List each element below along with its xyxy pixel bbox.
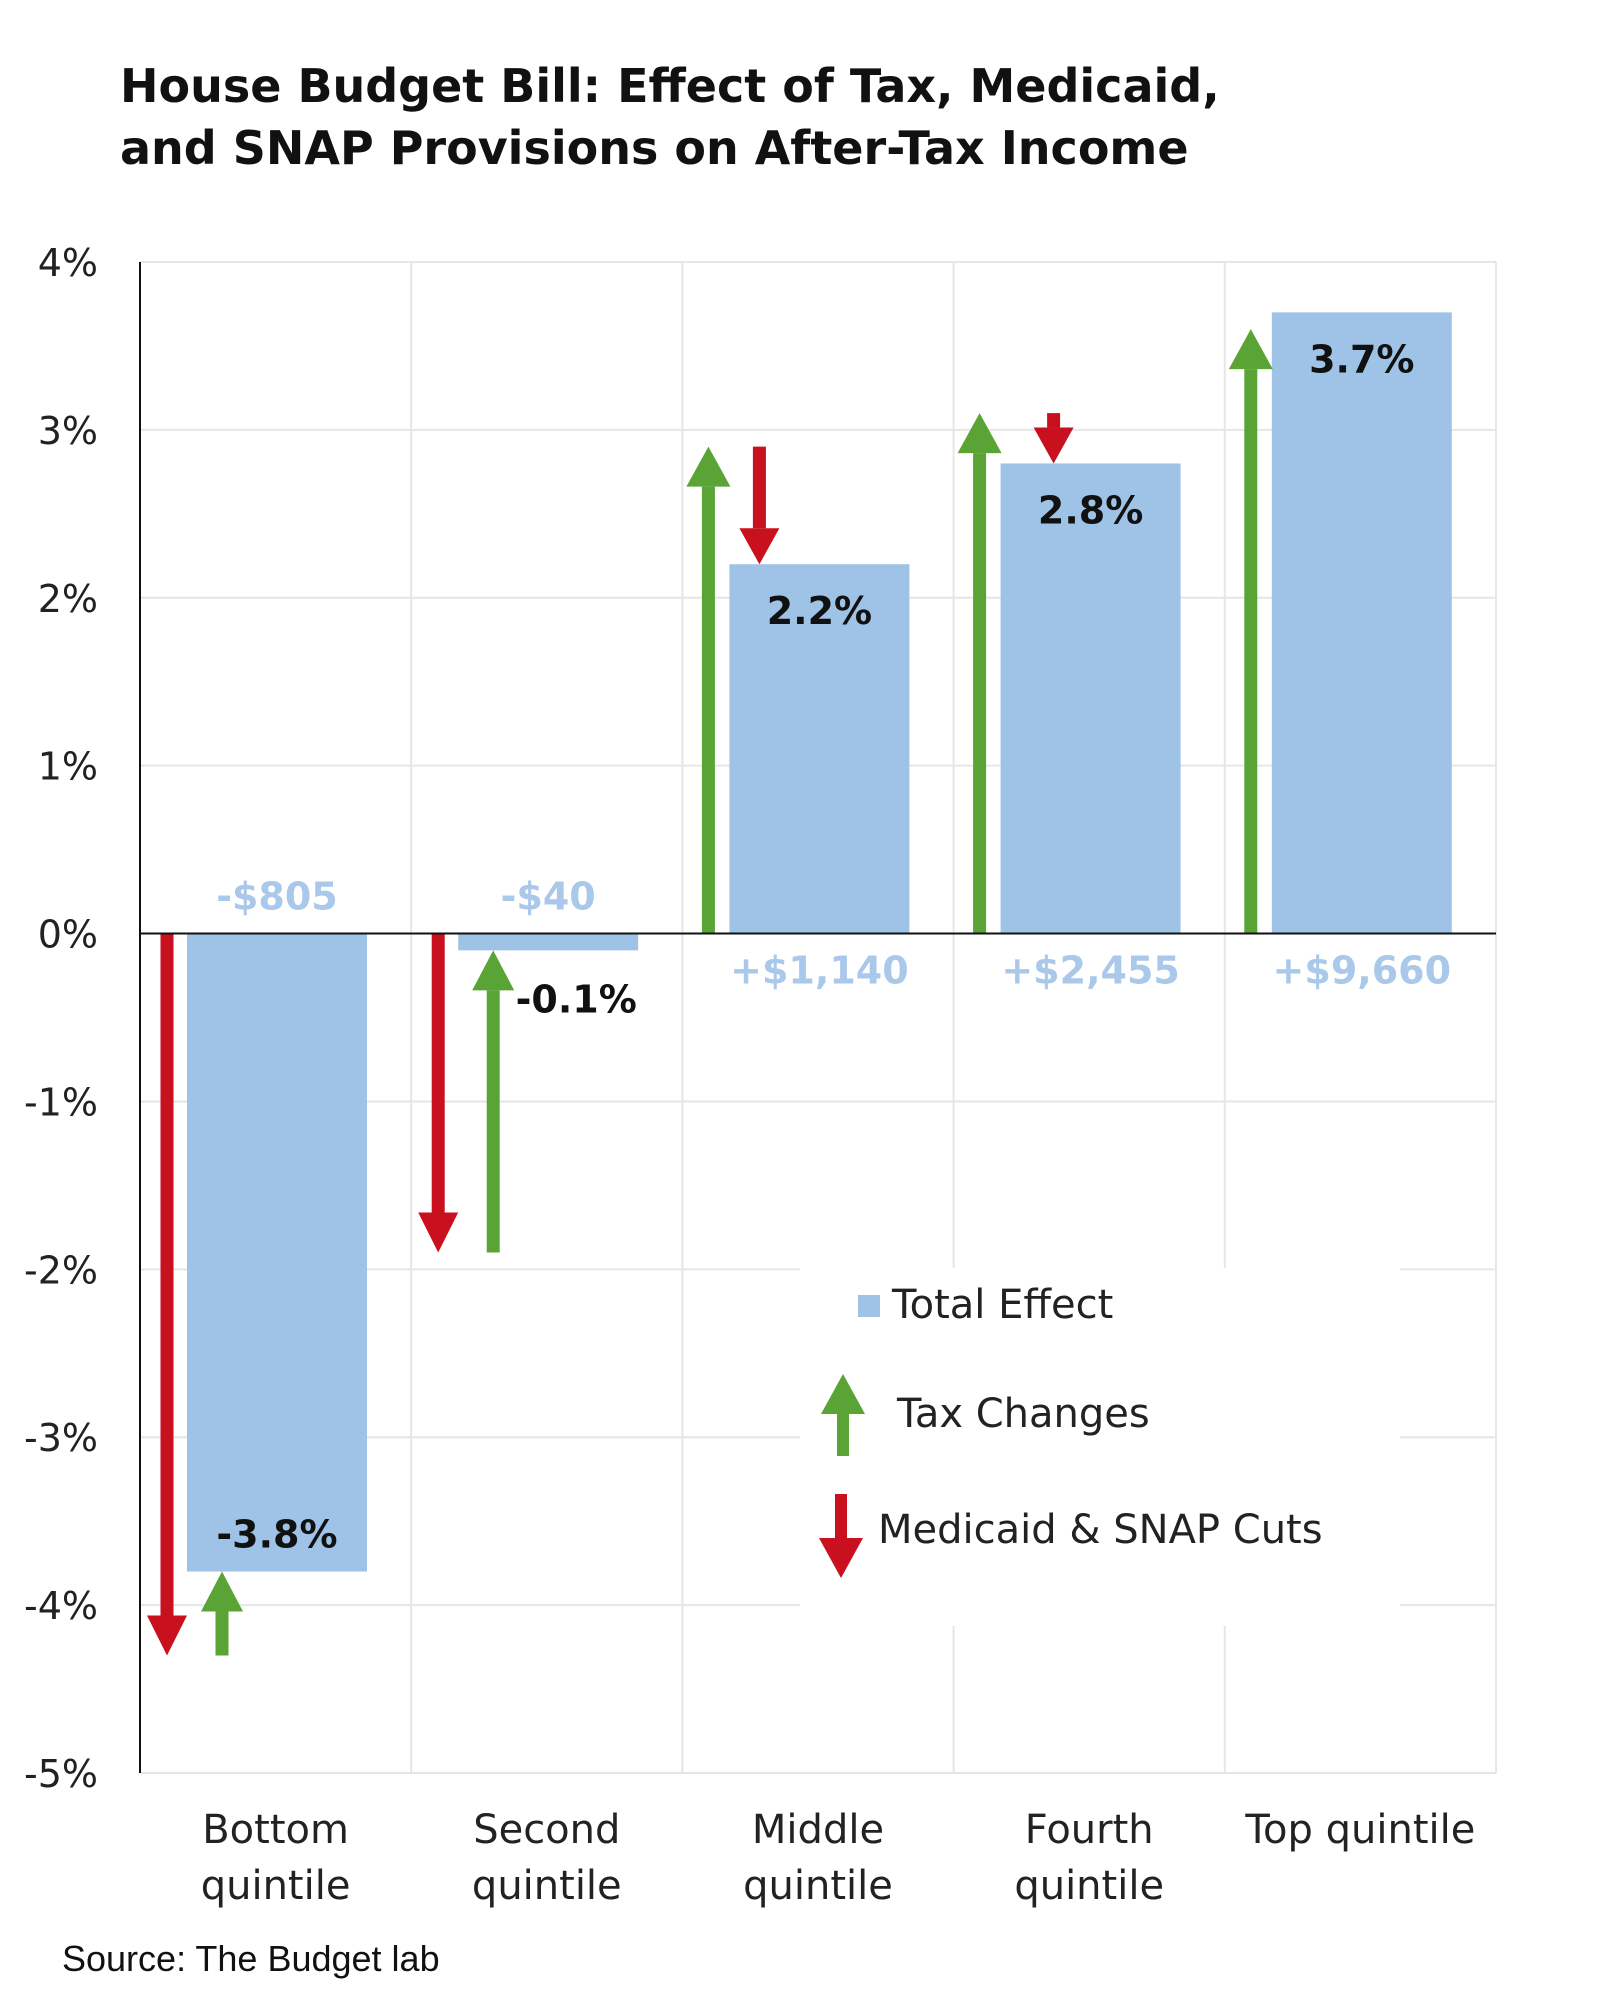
- chart-title-line-1: House Budget Bill: Effect of Tax, Medica…: [120, 59, 1220, 113]
- x-category-label: quintile: [1014, 1863, 1164, 1909]
- x-category-label: Middle: [752, 1807, 884, 1853]
- legend-swatch-total-effect: [858, 1295, 880, 1317]
- cut-arrow-head: [739, 528, 780, 565]
- dollar-label: -$40: [501, 875, 596, 919]
- dollar-label: +$2,455: [1001, 949, 1179, 993]
- tax-arrow-head: [957, 413, 1002, 454]
- value-label: 2.8%: [1038, 488, 1143, 532]
- dollar-label: +$1,140: [730, 949, 908, 993]
- legend-cut-arrow-head: [819, 1538, 863, 1578]
- x-category-label: quintile: [472, 1863, 622, 1909]
- tax-arrow-head: [686, 446, 731, 487]
- dollar-label: +$9,660: [1273, 949, 1451, 993]
- y-tick-label: 3%: [38, 409, 98, 453]
- tax-arrow-head: [472, 950, 515, 991]
- x-category-label: Top quintile: [1244, 1807, 1475, 1853]
- x-category-label: Second: [473, 1807, 620, 1853]
- y-tick-label: -4%: [24, 1584, 98, 1628]
- cut-arrow-head: [418, 1212, 459, 1253]
- tax-arrow-head: [201, 1571, 243, 1612]
- legend-tax-arrow-head: [821, 1374, 865, 1414]
- total-effect-bar: [1000, 463, 1181, 934]
- dollar-label: -$805: [216, 875, 338, 919]
- total-effect-bar: [729, 564, 910, 934]
- x-category-label: Fourth: [1025, 1807, 1154, 1853]
- total-effect-bar: [187, 933, 367, 1572]
- value-label: 2.2%: [767, 589, 872, 633]
- y-tick-label: -3%: [24, 1416, 98, 1460]
- y-tick-label: 4%: [38, 241, 98, 285]
- legend-label-total-effect: Total Effect: [891, 1282, 1113, 1328]
- legend-label-cuts: Medicaid & SNAP Cuts: [878, 1507, 1323, 1553]
- x-category-label: quintile: [201, 1863, 351, 1909]
- y-tick-label: -5%: [24, 1752, 98, 1796]
- chart-title: House Budget Bill: Effect of Tax, Medica…: [120, 55, 1520, 179]
- total-effect-bar: [1271, 312, 1452, 934]
- y-tick-label: -2%: [24, 1248, 98, 1292]
- total-effect-bar: [458, 933, 639, 951]
- cut-arrow-head: [1033, 427, 1074, 464]
- y-tick-label: -1%: [24, 1080, 98, 1124]
- value-label: -0.1%: [516, 977, 637, 1021]
- legend-label-tax-changes: Tax Changes: [896, 1391, 1150, 1437]
- chart-title-line-2: and SNAP Provisions on After-Tax Income: [120, 121, 1189, 175]
- source-note: Source: The Budget lab: [62, 1938, 440, 1979]
- x-category-label: Bottom: [202, 1807, 349, 1853]
- y-tick-label: 2%: [38, 577, 98, 621]
- y-tick-label: 0%: [38, 913, 98, 957]
- x-category-label: quintile: [743, 1863, 893, 1909]
- cut-arrow-head: [147, 1615, 187, 1656]
- y-tick-label: 1%: [38, 745, 98, 789]
- value-label: 3.7%: [1309, 337, 1414, 381]
- tax-arrow-head: [1228, 329, 1273, 370]
- value-label: -3.8%: [216, 1513, 337, 1557]
- legend-box: [800, 1268, 1400, 1626]
